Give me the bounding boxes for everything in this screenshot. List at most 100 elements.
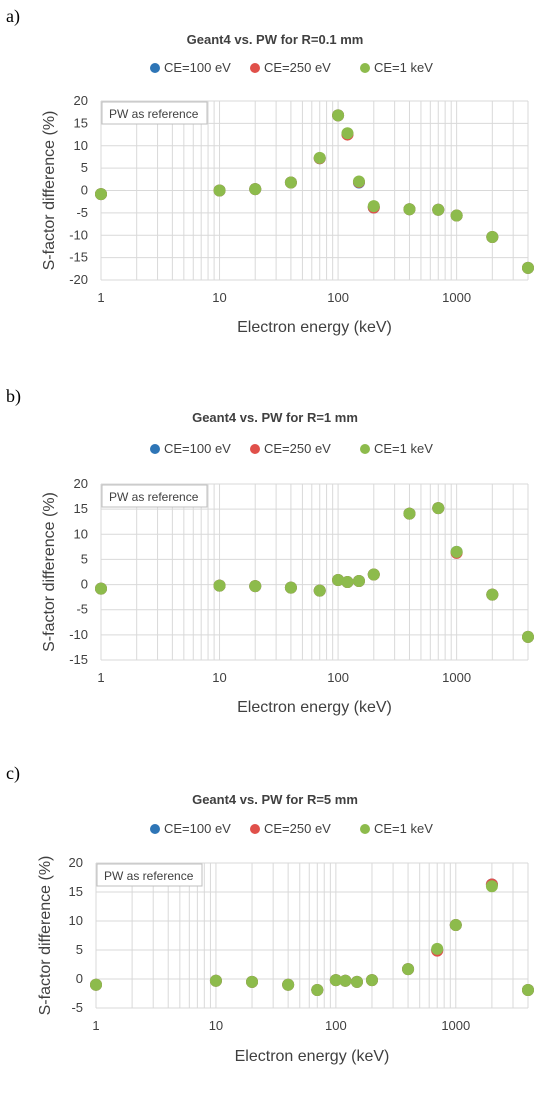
y-tick-label: -5 — [76, 205, 88, 220]
x-axis-label: Electron energy (keV) — [237, 319, 392, 336]
legend: CE=100 eV CE=250 eV CE=1 keV — [150, 60, 433, 75]
y-tick-label: 15 — [74, 115, 88, 130]
panel-label: a) — [6, 6, 20, 26]
series-3 — [95, 109, 534, 274]
legend-marker — [250, 444, 260, 454]
gridlines — [100, 100, 529, 281]
legend-label: CE=100 eV — [164, 441, 231, 456]
y-tick-label: -20 — [69, 272, 88, 287]
legend-label: CE=1 keV — [374, 60, 433, 75]
y-tick-label: 0 — [81, 183, 88, 198]
data-point — [486, 231, 499, 244]
data-point — [367, 200, 380, 213]
x-tick-label: 1000 — [441, 1018, 470, 1033]
y-tick-label: -15 — [69, 250, 88, 265]
data-point — [282, 978, 295, 991]
legend-marker — [360, 63, 370, 73]
y-tick-label: 20 — [74, 476, 88, 491]
annotation-box — [101, 101, 208, 125]
data-point — [367, 568, 380, 581]
y-tick-label: 10 — [74, 526, 88, 541]
chart-title: Geant4 vs. PW for R=5 mm — [192, 792, 358, 807]
x-tick-label: 1 — [92, 1018, 99, 1033]
data-point — [284, 581, 297, 594]
data-point — [522, 261, 534, 274]
series-1 — [90, 878, 534, 997]
data-point — [329, 974, 342, 987]
data-point — [432, 203, 445, 216]
y-tick-label: -5 — [71, 1000, 83, 1015]
y-tick-label: 0 — [81, 577, 88, 592]
y-axis-label: S-factor difference (%) — [41, 492, 58, 652]
x-axis-label: Electron energy (keV) — [235, 1048, 390, 1065]
chart-panel-c: c) Geant4 vs. PW for R=5 mm CE=100 eV CE=2… — [0, 757, 550, 1113]
legend-marker — [360, 444, 370, 454]
annotation-text: PW as reference — [109, 107, 199, 121]
data-point — [313, 151, 326, 164]
series-1 — [95, 502, 534, 643]
data-point — [352, 575, 365, 588]
y-tick-label: 10 — [74, 138, 88, 153]
data-point — [209, 974, 222, 987]
data-point — [249, 580, 262, 593]
data-point — [431, 942, 444, 955]
x-tick-label: 100 — [327, 670, 349, 685]
series-1 — [95, 109, 534, 274]
data-point — [341, 127, 354, 140]
data-point — [402, 963, 415, 976]
x-tick-label: 100 — [327, 290, 349, 305]
chart-panel-a: a) Geant4 vs. PW for R=0.1 mm CE=100 eV CE… — [0, 0, 550, 370]
legend-label: CE=250 eV — [264, 60, 331, 75]
legend-marker — [360, 824, 370, 834]
legend-label: CE=1 keV — [374, 821, 433, 836]
data-point — [90, 978, 102, 991]
legend: CE=100 eV CE=250 eV CE=1 keV — [150, 441, 433, 456]
series-3 — [95, 502, 534, 643]
annotation-box — [96, 863, 203, 887]
y-tick-label: 20 — [69, 855, 83, 870]
data-point — [213, 184, 226, 197]
x-tick-label: 10 — [212, 670, 226, 685]
data-point — [284, 176, 297, 189]
legend-label: CE=250 eV — [264, 821, 331, 836]
chart-title: Geant4 vs. PW for R=0.1 mm — [187, 32, 364, 47]
legend-label: CE=100 eV — [164, 60, 231, 75]
data-point — [350, 975, 363, 988]
legend-marker — [150, 63, 160, 73]
y-tick-label: 5 — [76, 942, 83, 957]
y-tick-label: 20 — [74, 93, 88, 108]
x-tick-label: 100 — [325, 1018, 347, 1033]
data-point — [485, 880, 498, 893]
x-tick-label: 1 — [97, 290, 104, 305]
legend-label: CE=250 eV — [264, 441, 331, 456]
annotation-text: PW as reference — [109, 490, 199, 504]
legend-marker — [250, 824, 260, 834]
x-tick-label: 10 — [209, 1018, 223, 1033]
data-point — [339, 974, 352, 987]
series-3 — [90, 880, 534, 997]
data-point — [403, 203, 416, 216]
reference-annotation: PW as reference — [101, 101, 208, 125]
data-point — [95, 188, 107, 201]
data-point — [522, 630, 534, 643]
data-point — [449, 919, 462, 932]
x-tick-label: 1000 — [442, 670, 471, 685]
chart-b: Geant4 vs. PW for R=1 mm CE=100 eV CE=250 … — [41, 410, 534, 716]
data-point — [450, 545, 463, 558]
panel-label: c) — [6, 763, 20, 783]
y-tick-label: 10 — [69, 913, 83, 928]
data-point — [341, 576, 354, 589]
chart-c: Geant4 vs. PW for R=5 mm CE=100 eV CE=250 … — [37, 792, 534, 1065]
y-tick-label: 0 — [76, 971, 83, 986]
reference-annotation: PW as reference — [101, 484, 208, 508]
legend-marker — [250, 63, 260, 73]
data-point — [486, 588, 499, 601]
y-tick-label: -10 — [69, 227, 88, 242]
legend-label: CE=100 eV — [164, 821, 231, 836]
x-axis-label: Electron energy (keV) — [237, 699, 392, 716]
series-2 — [90, 878, 534, 997]
data-point — [332, 109, 345, 122]
panel-label: b) — [6, 386, 21, 406]
series-2 — [95, 502, 534, 643]
reference-annotation: PW as reference — [96, 863, 203, 887]
